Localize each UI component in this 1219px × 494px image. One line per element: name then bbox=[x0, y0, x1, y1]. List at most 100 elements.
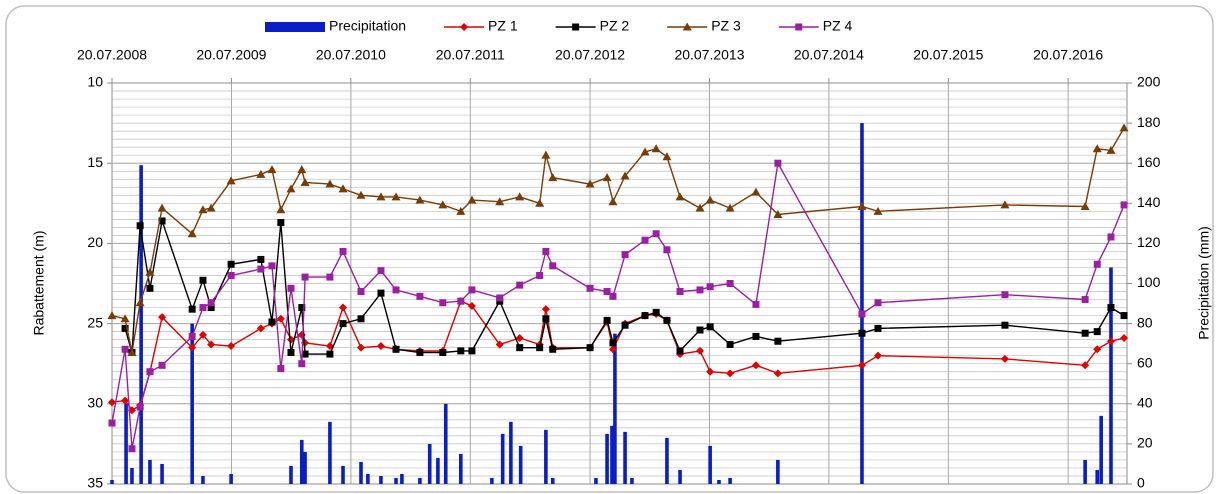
legend-label: PZ 1 bbox=[488, 18, 518, 34]
marker bbox=[128, 445, 136, 453]
marker bbox=[188, 332, 196, 340]
marker bbox=[121, 396, 130, 405]
marker bbox=[725, 203, 735, 212]
bar bbox=[1109, 267, 1113, 484]
marker bbox=[135, 298, 145, 307]
grid bbox=[111, 82, 1127, 485]
marker bbox=[773, 369, 782, 378]
marker bbox=[1107, 304, 1115, 312]
x-tick-label: 20.07.2014 bbox=[794, 47, 864, 63]
bar bbox=[623, 431, 627, 484]
marker bbox=[377, 289, 385, 297]
marker bbox=[495, 340, 504, 349]
marker bbox=[460, 23, 469, 31]
marker bbox=[199, 304, 207, 312]
bar bbox=[379, 475, 383, 484]
marker bbox=[858, 329, 866, 337]
marker bbox=[257, 265, 265, 273]
marker bbox=[535, 198, 545, 207]
marker bbox=[541, 150, 551, 159]
bar bbox=[610, 425, 614, 484]
marker bbox=[121, 345, 129, 353]
marker bbox=[146, 368, 154, 376]
marker bbox=[286, 184, 296, 193]
bar bbox=[359, 461, 363, 484]
bar bbox=[490, 477, 494, 484]
bar bbox=[594, 477, 598, 484]
marker bbox=[301, 273, 309, 281]
marker bbox=[158, 217, 166, 225]
marker bbox=[108, 419, 116, 427]
marker bbox=[256, 324, 265, 333]
marker bbox=[277, 365, 285, 373]
marker bbox=[339, 320, 347, 328]
legend-label: PZ 4 bbox=[823, 18, 853, 34]
marker bbox=[641, 312, 649, 320]
marker bbox=[467, 195, 477, 204]
marker bbox=[705, 195, 715, 204]
marker bbox=[1106, 337, 1115, 346]
marker bbox=[1081, 361, 1090, 370]
marker bbox=[549, 262, 557, 270]
marker bbox=[676, 347, 684, 355]
marker bbox=[256, 169, 266, 178]
marker bbox=[1093, 260, 1101, 268]
marker bbox=[207, 340, 216, 349]
marker bbox=[608, 197, 618, 206]
y2-tick-label: 60 bbox=[1137, 354, 1153, 370]
marker bbox=[662, 152, 672, 161]
marker bbox=[391, 192, 401, 201]
bar bbox=[509, 421, 513, 484]
bar bbox=[139, 165, 143, 484]
marker bbox=[857, 361, 866, 370]
x-tick-label: 20.07.2013 bbox=[674, 47, 744, 63]
marker bbox=[706, 283, 714, 291]
legend-label: PZ 2 bbox=[600, 18, 630, 34]
x-tick-label: 20.07.2015 bbox=[913, 47, 983, 63]
marker bbox=[874, 324, 882, 332]
y-tick-label: 15 bbox=[87, 154, 103, 170]
marker bbox=[541, 305, 550, 314]
marker bbox=[298, 304, 306, 312]
marker bbox=[357, 288, 365, 296]
marker bbox=[515, 192, 525, 201]
marker bbox=[676, 288, 684, 296]
bar bbox=[550, 477, 555, 484]
marker bbox=[515, 334, 524, 343]
marker bbox=[339, 247, 347, 255]
marker bbox=[1001, 291, 1009, 299]
bar bbox=[110, 479, 114, 484]
marker bbox=[1106, 145, 1116, 154]
bar bbox=[1095, 469, 1100, 484]
marker bbox=[157, 203, 167, 212]
marker bbox=[572, 23, 580, 31]
bar bbox=[289, 465, 293, 484]
marker bbox=[496, 294, 504, 302]
y-tick-label: 35 bbox=[87, 475, 103, 491]
marker bbox=[795, 23, 803, 31]
x-tick-label: 20.07.2009 bbox=[196, 47, 266, 63]
series-line bbox=[111, 161, 1125, 449]
marker bbox=[1000, 200, 1010, 209]
marker bbox=[268, 318, 276, 326]
marker bbox=[108, 398, 116, 407]
bar bbox=[299, 439, 304, 484]
marker bbox=[549, 345, 557, 353]
marker bbox=[1120, 334, 1129, 343]
y2-tick-label: 80 bbox=[1137, 314, 1153, 330]
marker bbox=[774, 159, 782, 167]
marker bbox=[1120, 201, 1128, 209]
bar bbox=[1083, 459, 1087, 484]
marker bbox=[652, 308, 660, 316]
marker bbox=[536, 271, 544, 279]
series-line bbox=[111, 127, 1125, 353]
marker bbox=[726, 280, 734, 287]
marker bbox=[1093, 345, 1102, 354]
marker bbox=[287, 284, 295, 292]
y-tick-label: 10 bbox=[87, 74, 103, 90]
bar bbox=[190, 323, 194, 484]
bar bbox=[400, 473, 404, 484]
marker bbox=[675, 192, 685, 201]
marker bbox=[620, 171, 630, 180]
marker bbox=[277, 219, 285, 227]
